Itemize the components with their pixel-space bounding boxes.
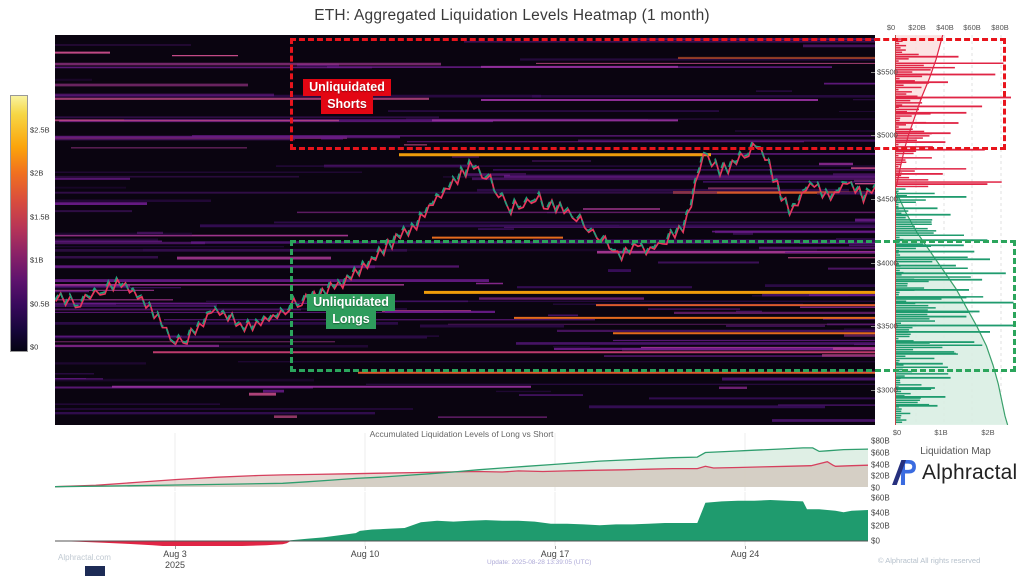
- colorbar-label: $0: [30, 342, 39, 352]
- bottom-left-mark: [85, 566, 105, 576]
- update-timestamp: Update: 2025-08-28 13:39:05 (UTC): [487, 559, 592, 566]
- price-axis-label: $3500: [877, 321, 898, 331]
- unliquidated-longs-label: Unliquidated Longs: [296, 294, 406, 329]
- map-top-axis-label: $60B: [963, 23, 981, 32]
- price-axis-label: $3000: [877, 385, 898, 395]
- map-top-axis-label: $40B: [936, 23, 954, 32]
- acc-y-label: $60B: [871, 448, 890, 458]
- date-label: Aug 3: [163, 549, 187, 559]
- map-bottom-axis-label: $0: [892, 428, 902, 437]
- net-y-label: $0: [871, 536, 880, 546]
- date-tick: [555, 546, 556, 549]
- net-y-label: $40B: [871, 508, 890, 518]
- liquidation-map-caption: Liquidation Map: [920, 446, 991, 457]
- accumulated-plot: [54, 433, 869, 491]
- date-tick: [175, 546, 176, 549]
- brand-name: Alphractal: [922, 460, 1018, 484]
- date-tick: [745, 546, 746, 549]
- intensity-colorbar: [10, 95, 28, 352]
- acc-y-label: $80B: [871, 436, 890, 446]
- net-y-label: $20B: [871, 521, 890, 531]
- map-bottom-axis-label: $2B: [981, 428, 995, 437]
- unliquidated-longs-box: [290, 240, 1016, 372]
- map-top-axis-label: $80B: [991, 23, 1009, 32]
- date-tick: [365, 546, 366, 549]
- price-tick: [871, 199, 875, 200]
- acc-y-label: $0: [871, 483, 880, 493]
- price-axis-label: $5500: [877, 67, 898, 77]
- colorbar-label: $2.5B: [30, 125, 50, 135]
- map-bottom-axis-label: $1B: [934, 428, 948, 437]
- price-axis-label: $4000: [877, 258, 898, 268]
- site-watermark: Alphractal.com: [58, 553, 111, 562]
- date-label: Aug 24: [730, 549, 760, 559]
- price-axis-label: $4500: [877, 194, 898, 204]
- acc-y-label: $20B: [871, 471, 890, 481]
- alphractal-logo-icon: [892, 460, 916, 485]
- map-top-axis-label: $0: [886, 23, 896, 32]
- price-tick: [871, 326, 875, 327]
- acc-y-label: $40B: [871, 460, 890, 470]
- price-tick: [871, 263, 875, 264]
- unliquidated-shorts-box: [290, 38, 1006, 150]
- price-axis-label: $5000: [877, 130, 898, 140]
- price-tick: [871, 135, 875, 136]
- net-y-label: $60B: [871, 493, 890, 503]
- colorbar-label: $1.5B: [30, 212, 50, 222]
- unliquidated-shorts-label: Unliquidated Shorts: [292, 79, 402, 114]
- net-liquidation-panel: [55, 492, 868, 547]
- page-title: ETH: Aggregated Liquidation Levels Heatm…: [314, 7, 710, 24]
- colorbar-label: $0.5B: [30, 299, 50, 309]
- date-label: Aug 10: [350, 549, 380, 559]
- price-tick: [871, 72, 875, 73]
- colorbar-label: $1B: [30, 255, 44, 265]
- map-top-axis-label: $20B: [908, 23, 926, 32]
- net-plot: [55, 492, 868, 547]
- price-tick: [871, 390, 875, 391]
- copyright-text: © Alphractal All rights reserved: [878, 556, 981, 565]
- alphractal-logo: Alphractal: [891, 459, 1017, 486]
- accumulated-panel: [54, 433, 869, 491]
- year-label: 2025: [164, 560, 186, 570]
- colorbar-label: $2B: [30, 168, 44, 178]
- date-label: Aug 17: [540, 549, 570, 559]
- accumulated-panel-title: Accumulated Liquidation Levels of Long v…: [369, 429, 554, 439]
